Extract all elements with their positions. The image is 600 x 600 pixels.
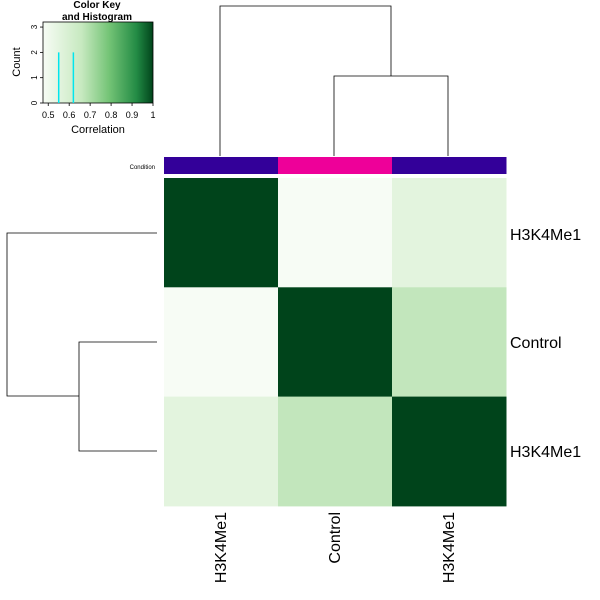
x-tick-label: 0.7 (84, 110, 97, 120)
color-key-gradient (42, 21, 154, 104)
heatmap-cell (392, 287, 507, 398)
x-tick-label: 0.9 (126, 110, 139, 120)
x-tick-label: 0.8 (105, 110, 118, 120)
column-label: Control (327, 512, 344, 564)
heatmap-cell (164, 396, 279, 507)
row-label: Control (510, 335, 562, 352)
row-label: H3K4Me1 (510, 444, 581, 461)
row-labels: H3K4Me1 Control H3K4Me1 (510, 227, 581, 461)
color-key-title: Color Key (73, 0, 121, 11)
color-key-x-axis: 0.5 0.6 0.7 0.8 0.9 1 (42, 103, 156, 120)
x-tick-label: 0.6 (63, 110, 76, 120)
column-dendrogram (219, 5, 449, 156)
y-tick-label: 3 (30, 24, 39, 29)
column-labels: H3K4Me1 Control H3K4Me1 (213, 512, 458, 583)
column-label: H3K4Me1 (213, 512, 230, 583)
row-dendrogram (6, 232, 157, 452)
color-key-y-axis: 0 1 2 3 (30, 24, 43, 105)
condition-bar-segment (164, 157, 279, 174)
heatmap-cell (278, 287, 393, 398)
color-key-histogram (57, 52, 75, 103)
heatmap-cell (278, 396, 393, 507)
heatmap-cell (392, 178, 507, 288)
condition-bar-segment (392, 157, 507, 174)
row-label: H3K4Me1 (510, 227, 581, 244)
condition-bar-segment (278, 157, 393, 174)
x-tick-label: 0.5 (42, 110, 55, 120)
y-tick-label: 2 (30, 50, 39, 55)
column-label: H3K4Me1 (441, 512, 458, 583)
heatmap-cell (278, 178, 393, 288)
heatmap-cell (392, 396, 507, 507)
heatmap-cell (164, 287, 279, 398)
condition-bar-label: Condition (130, 165, 155, 171)
x-tick-label: 1 (150, 110, 155, 120)
color-key-ylabel: Count (11, 47, 23, 76)
y-tick-label: 1 (30, 75, 39, 80)
heatmap-cells (164, 178, 507, 507)
color-key-subtitle: and Histogram (62, 12, 132, 23)
color-key: Color Key and Histogram 0.5 0.6 0.7 0.8 0.9 1… (11, 0, 156, 136)
y-tick-label: 0 (30, 100, 39, 105)
color-key-xlabel: Correlation (71, 124, 125, 136)
condition-bar (164, 157, 507, 174)
heatmap-cell (164, 178, 279, 288)
